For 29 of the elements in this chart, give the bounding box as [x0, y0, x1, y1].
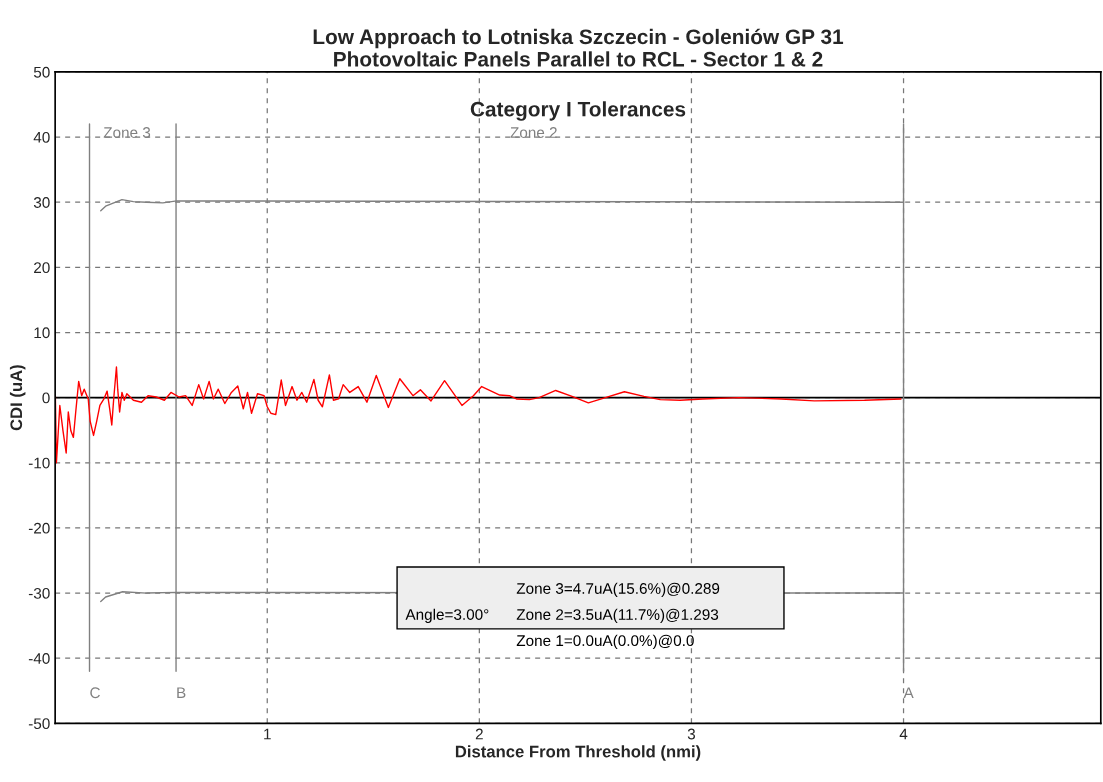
annotation: Zone 2 — [510, 127, 557, 138]
y-tick-label: -40 — [28, 653, 50, 664]
y-tick-label: 50 — [33, 66, 50, 78]
y-tick-label: 30 — [33, 197, 50, 208]
y-tick-label: -10 — [28, 457, 50, 469]
chart-title: Low Approach to Lotniska Szczecin - Goleniów GP 31 Photovoltaic Panels Parallel to RCL - Sector 1 & 2 — [313, 28, 844, 67]
y-tick-label: -20 — [28, 522, 50, 534]
ref-line-label: C — [90, 687, 100, 699]
annotation: Zone 3 — [103, 127, 151, 138]
text: Category I Tolerances — [470, 101, 686, 121]
y-tick-label: 0 — [42, 392, 50, 404]
y-tick-label: 20 — [34, 262, 50, 274]
ref-line-label: B — [177, 687, 186, 698]
y-axis-title: CDI (uA) — [9, 365, 26, 431]
annotation: Zone 3=4.7uA(15.6%)@0.289 — [516, 582, 720, 597]
annotation: Zone 1=0.0uA(0.0%)@0.0 — [516, 634, 694, 650]
x-tick-label: 1 — [264, 728, 271, 740]
x-tick-label: 4 — [899, 728, 908, 740]
x-tick-label: 3 — [687, 728, 696, 740]
annotation: Zone 2=3.5uA(11.7%)@1.293 — [516, 608, 719, 623]
y-tick-label: -30 — [28, 587, 50, 599]
y-tick-label: 40 — [33, 131, 50, 143]
ref-line-label: A — [903, 687, 914, 698]
annotation: Angle=3.00° — [405, 608, 489, 623]
x-axis-title: Distance From Threshold (nmi) — [455, 745, 701, 761]
x-tick-label: 2 — [475, 728, 483, 740]
y-tick-label: -50 — [28, 718, 50, 730]
y-tick-label: 10 — [34, 327, 50, 339]
line-series — [55, 366, 902, 464]
